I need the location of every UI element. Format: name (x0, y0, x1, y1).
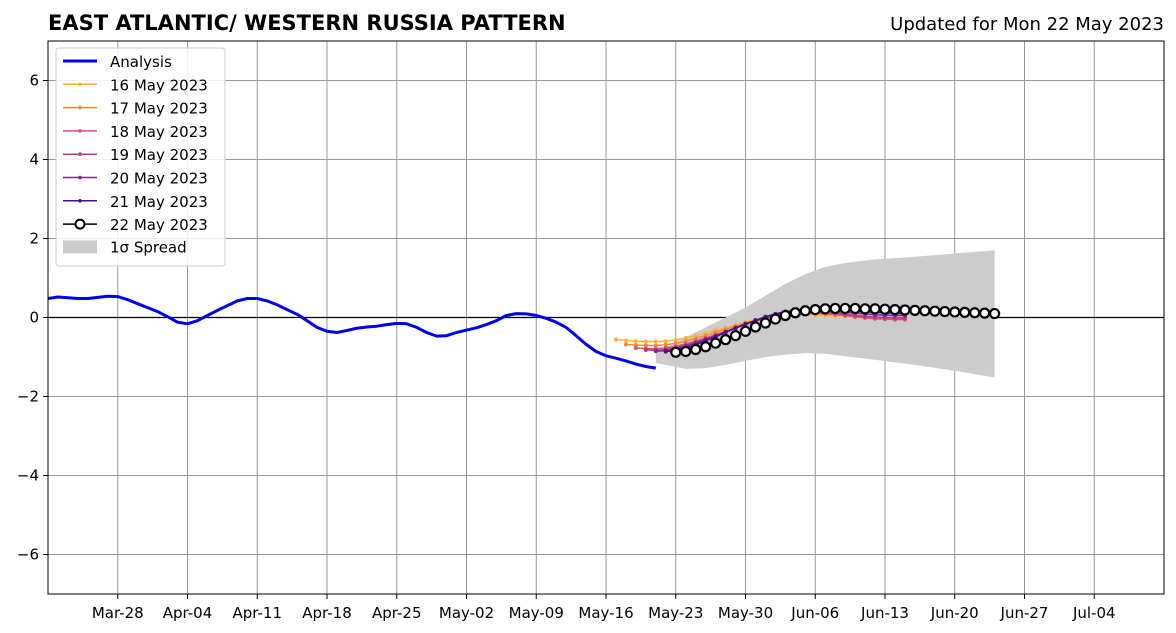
forecast-point (743, 322, 748, 327)
legend-forecast-label: 16 May 2023 (110, 76, 208, 94)
forecast-point (663, 349, 668, 354)
forecast-point (959, 306, 971, 318)
analysis-line (48, 294, 657, 370)
chart-title: EAST ATLANTIC/ WESTERN RUSSIA PATTERN (48, 11, 566, 35)
x-tick-label: Jun-13 (860, 604, 909, 622)
forecast-point (779, 309, 791, 322)
x-axis: Mar-28 Apr-04 Apr-11 Apr-18 Apr-25 May-02 May-… (92, 594, 1116, 622)
y-axis: −6 −4 −2 0 2 4 6 (17, 72, 48, 564)
x-tick-label: Jun-06 (790, 604, 839, 622)
forecast-point (633, 345, 638, 351)
x-tick-label: Mar-28 (92, 604, 144, 622)
legend-forecast-marker (78, 199, 82, 203)
forecast-point (949, 306, 961, 318)
analysis-series (48, 294, 657, 370)
legend-forecast-label: 17 May 2023 (110, 100, 208, 118)
legend-forecast-label: 19 May 2023 (110, 146, 208, 164)
forecast-point (723, 330, 728, 335)
x-tick-label: Apr-11 (233, 604, 283, 622)
forecast-point (623, 338, 629, 343)
forecast-point (653, 348, 658, 354)
x-tick-label: May-02 (439, 604, 494, 622)
x-tick-label: May-30 (718, 604, 773, 622)
forecast-point (979, 307, 991, 319)
forecast-series (613, 302, 1001, 358)
y-tick-label: −6 (17, 546, 39, 564)
forecast-point (799, 305, 811, 317)
x-tick-label: May-23 (648, 604, 703, 622)
y-tick-label: 4 (29, 151, 39, 169)
forecast-point (939, 305, 951, 318)
forecast-point (819, 303, 831, 315)
forecast-point (710, 337, 722, 349)
y-tick-label: 0 (29, 309, 39, 327)
forecast-point (653, 339, 658, 344)
forecast-point (633, 339, 638, 344)
x-tick-label: Apr-04 (163, 604, 213, 622)
legend-forecast-marker (78, 152, 82, 156)
forecast-point (700, 341, 712, 353)
forecast-point (809, 304, 821, 316)
x-tick-label: Apr-25 (372, 604, 422, 622)
x-tick-label: Apr-18 (302, 604, 352, 622)
forecast-point (733, 326, 738, 331)
forecast-point (789, 307, 801, 319)
y-tick-label: −4 (17, 467, 39, 485)
forecast-point (889, 304, 901, 316)
forecast-point (690, 343, 702, 356)
legend-forecast-label: 18 May 2023 (110, 123, 208, 141)
legend-analysis-label: Analysis (110, 53, 172, 71)
forecast-point (769, 313, 781, 325)
forecast-point (663, 339, 668, 344)
forecast-point (643, 339, 648, 344)
forecast-point (623, 342, 629, 347)
legend-forecast-marker (78, 129, 82, 133)
y-tick-label: 6 (29, 72, 39, 90)
x-tick-label: Jun-20 (930, 604, 979, 622)
x-tick-label: Jul-04 (1072, 604, 1116, 622)
forecast-point (680, 345, 692, 358)
forecast-point (969, 307, 981, 319)
forecast-point (613, 337, 619, 342)
forecast-point (909, 304, 921, 316)
forecast-point (899, 304, 911, 316)
legend-forecast-marker (74, 218, 86, 230)
legend-forecast-label: 20 May 2023 (110, 170, 208, 188)
legend-forecast-marker (78, 175, 82, 180)
legend-spread-label: 1σ Spread (110, 238, 187, 256)
chart-subtitle: Updated for Mon 22 May 2023 (890, 14, 1164, 35)
forecast-point (919, 305, 931, 317)
forecast-point (849, 302, 861, 315)
forecast-point (859, 303, 871, 315)
forecast-point (719, 334, 732, 346)
forecast-point (739, 325, 752, 337)
forecast-point (670, 346, 682, 358)
forecast-point (869, 303, 881, 315)
legend-forecast-label: 22 May 2023 (110, 216, 208, 234)
forecast-point (643, 347, 648, 352)
forecast-point (749, 321, 762, 333)
x-tick-label: Jun-27 (1000, 604, 1049, 622)
forecast-point (989, 307, 1001, 320)
y-tick-label: 2 (29, 230, 39, 248)
forecast-point (929, 305, 941, 317)
legend-forecast-marker (78, 82, 82, 87)
y-tick-label: −2 (17, 388, 39, 406)
forecast-point (839, 302, 851, 315)
x-tick-label: May-09 (509, 604, 564, 622)
legend-forecast-marker (78, 105, 82, 110)
forecast-point (729, 330, 742, 342)
forecast-point (879, 303, 891, 315)
x-tick-label: May-16 (578, 604, 633, 622)
legend: Analysis 16 May 2023 17 May 2023 18 May 202… (55, 47, 226, 267)
legend-forecast-label: 21 May 2023 (110, 193, 208, 211)
forecast-point (829, 302, 841, 315)
legend-spread-swatch (63, 240, 97, 254)
legend-box (55, 47, 226, 267)
forecast-point (759, 317, 772, 329)
